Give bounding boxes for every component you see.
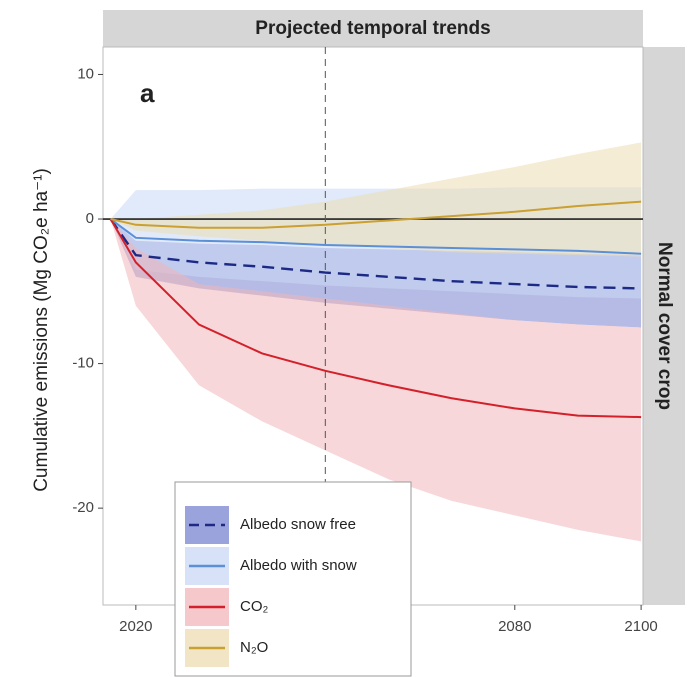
facet-strip (643, 47, 685, 605)
chart-title: Projected temporal trends (255, 18, 490, 39)
legend-label: N₂O (240, 639, 268, 656)
legend-label: CO₂ (240, 598, 269, 615)
legend-label: Albedo with snow (240, 557, 357, 574)
x-tick-label: 2020 (119, 618, 152, 635)
series-line (109, 218, 642, 290)
x-tick-label: 2100 (624, 618, 657, 635)
y-tick-label: -20 (72, 499, 94, 516)
panel-label: a (140, 78, 155, 108)
facet-label: Normal cover crop (654, 242, 675, 410)
title-strip (103, 10, 643, 47)
x-tick-label: 2080 (498, 618, 531, 635)
y-tick-label: 10 (77, 65, 94, 82)
legend: Albedo snow free Albedo with snow CO₂ N₂O (174, 481, 412, 677)
y-tick-label: -10 (72, 355, 94, 372)
series-line (109, 218, 642, 255)
series-line (110, 200, 642, 229)
y-tick-label: 0 (86, 210, 94, 227)
series-line (109, 218, 642, 419)
y-axis-title: Cumulative emissions (Mg CO₂e ha⁻¹) (31, 168, 52, 492)
confidence-band (110, 219, 642, 542)
legend-label: Albedo snow free (240, 516, 356, 533)
